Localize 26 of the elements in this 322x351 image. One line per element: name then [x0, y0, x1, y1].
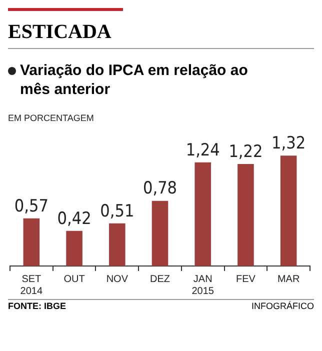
x-tick-label: DEZ	[150, 274, 170, 285]
x-tick-label: SET 2014	[20, 274, 43, 297]
x-tick-label: OUT	[64, 274, 85, 285]
bar	[23, 218, 40, 266]
x-tick-label: NOV	[106, 274, 128, 285]
data-label: 1,24	[186, 140, 220, 160]
data-label: 0,42	[57, 208, 92, 229]
data-label: 0,78	[142, 178, 178, 199]
data-label: 0,51	[100, 201, 134, 222]
bar	[194, 162, 211, 266]
data-label: 1,32	[272, 134, 306, 154]
data-label: 1,22	[228, 142, 263, 162]
x-tick-label: JAN 2015	[192, 274, 214, 297]
bar	[109, 223, 126, 266]
data-label: 0,57	[14, 196, 48, 216]
y-axis-title: EM PORCENTAGEM	[8, 113, 95, 123]
x-tick-label: FEV	[236, 274, 256, 285]
bar	[152, 200, 168, 266]
bar	[238, 164, 254, 266]
bar	[280, 156, 297, 266]
x-tick-label: MAR	[277, 274, 300, 285]
chart-subtitle: Variação do IPCA em relação ao mês anterior	[20, 61, 249, 99]
text: INFOGRÁFICO	[252, 301, 314, 311]
bar	[66, 230, 82, 266]
source-note: FONTE: IBGE	[8, 301, 66, 311]
chart-title: ESTICADA	[8, 21, 314, 49]
